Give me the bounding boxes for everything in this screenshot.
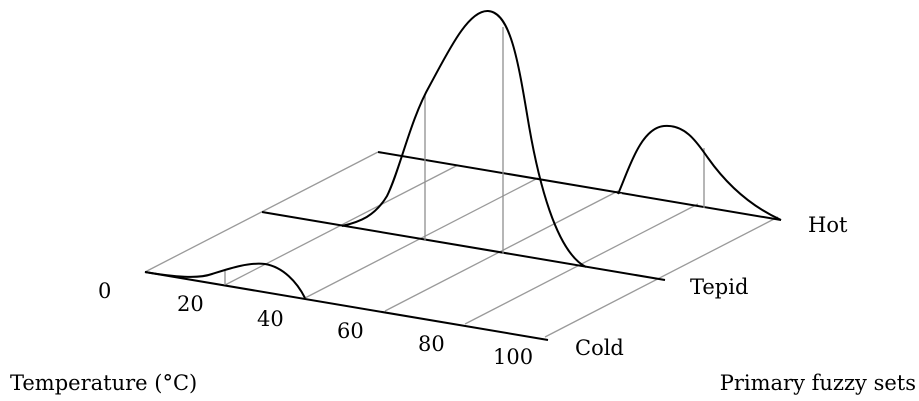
tick-label-60: 60 (337, 319, 364, 343)
tick-label-80: 80 (418, 332, 445, 356)
tick-label-100: 100 (493, 345, 533, 369)
set-label-tepid: Tepid (690, 275, 748, 299)
curve-tepid (341, 9, 587, 268)
curve-cold (144, 262, 306, 299)
grid-line-100 (544, 216, 779, 338)
temperature-grid-lines (144, 151, 779, 338)
rail-hot (377, 151, 782, 221)
temperature-axis-caption: Temperature (°C) (10, 371, 197, 395)
rail-cold (144, 271, 549, 341)
set-rails (144, 151, 782, 341)
curve-hot (617, 124, 782, 221)
set-label-cold: Cold (575, 336, 624, 360)
membership-curves (144, 9, 782, 299)
grid-line-0 (144, 151, 379, 273)
tick-label-0: 0 (98, 279, 111, 303)
membership-stems (224, 27, 705, 285)
grid-line-60 (384, 190, 619, 312)
set-label-hot: Hot (808, 213, 848, 237)
tick-label-20: 20 (177, 292, 204, 316)
fuzzy-sets-axis-caption: Primary fuzzy sets (720, 371, 916, 395)
tick-label-40: 40 (257, 307, 284, 331)
temperature-tick-labels: 0 20 40 60 80 100 (98, 279, 533, 369)
rail-tepid (261, 211, 666, 281)
set-labels: Cold Tepid Hot (575, 213, 848, 360)
